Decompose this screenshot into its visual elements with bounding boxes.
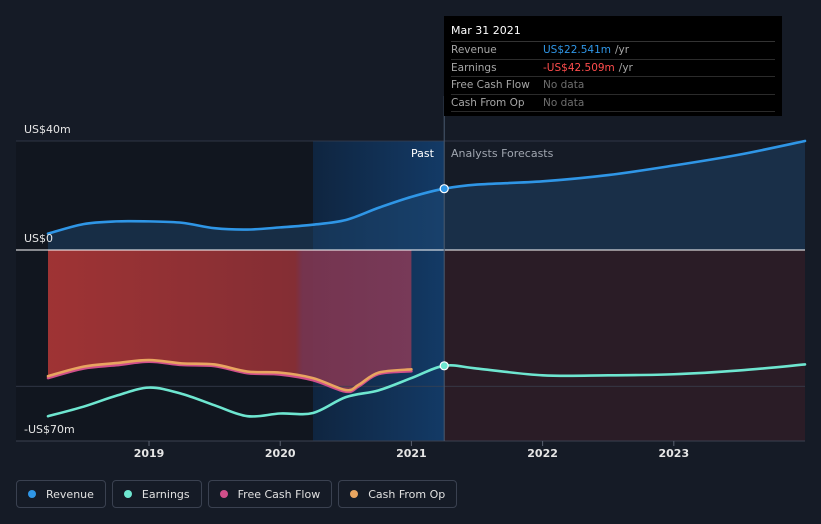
tooltip-value: No data: [543, 96, 585, 109]
legend-label: Earnings: [141, 487, 190, 501]
chart-legend: Revenue Earnings Free Cash Flow Cash Fro…: [16, 480, 458, 508]
marker-earnings: [439, 361, 449, 371]
x-tick-label-2020: 2020: [264, 447, 296, 460]
tooltip-label: Revenue: [451, 44, 497, 57]
tooltip-row-earnings: Earnings -US$42.509m /yr: [451, 60, 775, 77]
y-tick-label-0: US$0: [24, 232, 54, 245]
tooltip-row-free-cash-flow: Free Cash Flow No data: [451, 77, 775, 95]
tooltip-date: Mar 31 2021: [451, 23, 775, 42]
tooltip-value: -US$42.509m: [543, 61, 615, 74]
tooltip-value: US$22.541m: [543, 44, 611, 57]
tooltip-label: Cash From Op: [451, 96, 525, 109]
legend-item-revenue[interactable]: Revenue: [16, 480, 106, 508]
legend-label: Free Cash Flow: [237, 487, 321, 501]
tooltip-row-revenue: Revenue US$22.541m /yr: [451, 42, 775, 60]
legend-dot-icon: [219, 490, 228, 498]
x-tick-label-2022: 2022: [527, 447, 558, 460]
legend-dot-icon: [28, 490, 36, 498]
series-line-earnings: [46, 363, 807, 418]
tooltip-row-cash-from-op: Cash From Op No data: [451, 95, 775, 112]
series-line-free-cash-flow: [46, 360, 413, 394]
past-label: Past: [411, 147, 434, 160]
x-tick-label-2019: 2019: [133, 447, 165, 460]
legend-item-earnings[interactable]: Earnings: [111, 480, 202, 508]
tooltip-unit: /yr: [618, 61, 633, 74]
forecast-negative-area: [444, 250, 805, 441]
x-tick-label-2021: 2021: [396, 447, 427, 460]
legend-item-cash-from-op[interactable]: Cash From Op: [338, 480, 458, 508]
cash-flow-negative-area: [48, 250, 412, 392]
series-line-cash-from-op: [46, 358, 413, 392]
marker-revenue: [439, 184, 449, 194]
tooltip-label: Earnings: [451, 61, 497, 74]
x-tick-label-2023: 2023: [658, 447, 690, 460]
legend-label: Revenue: [46, 487, 94, 501]
tooltip-label: Free Cash Flow: [451, 79, 530, 92]
forecast-label: Analysts Forecasts: [451, 147, 554, 160]
legend-item-free-cash-flow[interactable]: Free Cash Flow: [207, 480, 333, 508]
tooltip-unit: /yr: [615, 44, 630, 57]
tooltip-value: No data: [543, 79, 585, 92]
legend-dot-icon: [350, 490, 359, 498]
y-tick-label-neg70m: -US$70m: [24, 423, 75, 436]
hover-tooltip: Mar 31 2021 Revenue US$22.541m /yr Earni…: [444, 16, 782, 116]
revenue-area: [48, 141, 805, 250]
series-line-revenue: [46, 139, 807, 235]
legend-label: Cash From Op: [368, 487, 446, 501]
legend-dot-icon: [123, 490, 132, 498]
y-tick-label-40m: US$40m: [24, 123, 71, 136]
